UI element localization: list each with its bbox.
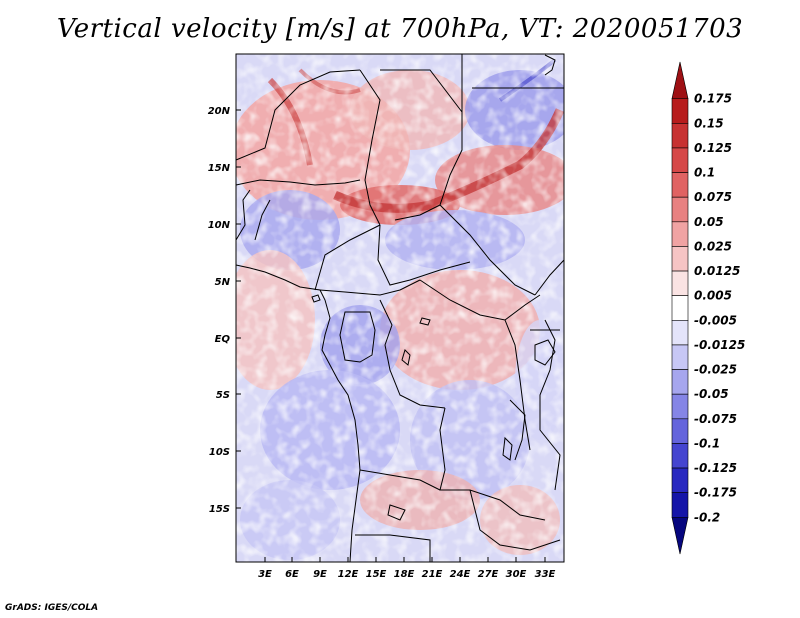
colorbar-segment	[671, 369, 689, 395]
lat-tick-20n: 20N	[208, 106, 241, 117]
lat-label: 5N	[215, 277, 231, 288]
lat-label: 10N	[208, 220, 231, 231]
lon-label: 15E	[366, 569, 387, 580]
latitude-axis: 20N 15N 10N 5N EQ 5S 10S 15S	[208, 106, 241, 515]
lon-label: 30E	[506, 569, 527, 580]
lat-label: 15S	[209, 504, 230, 515]
colorbar-segment	[671, 270, 689, 296]
lon-tick-15e: 15E	[366, 557, 387, 580]
lon-tick-27e: 27E	[478, 557, 499, 580]
colorbar-segment	[671, 98, 689, 124]
colorbar-label: 0.125	[694, 141, 732, 155]
lon-tick-21e: 21E	[422, 557, 443, 580]
lon-label: 18E	[394, 569, 415, 580]
colorbar-segment	[671, 344, 689, 370]
lat-tick-15n: 15N	[208, 163, 241, 174]
lon-label: 24E	[450, 569, 471, 580]
colorbar-segment	[671, 443, 689, 469]
lon-label: 12E	[338, 569, 359, 580]
lon-label: 27E	[478, 569, 499, 580]
colorbar-segment	[671, 61, 689, 99]
lat-tick-5s: 5S	[216, 390, 241, 401]
lon-tick-33e: 33E	[535, 557, 556, 580]
colorbar-segment	[671, 122, 689, 149]
colorbar-segment	[671, 492, 689, 518]
lat-tick-10n: 10N	[208, 220, 241, 231]
colorbar-label: 0.1	[694, 166, 715, 180]
colorbar-label: -0.1	[694, 436, 720, 450]
lon-tick-24e: 24E	[450, 557, 471, 580]
colorbar-label: -0.075	[694, 412, 737, 426]
colorbar-label: -0.0125	[694, 338, 745, 352]
colorbar-label: -0.2	[694, 510, 720, 524]
colorbar-segment	[671, 196, 689, 223]
lon-tick-9e: 9E	[313, 557, 327, 580]
lat-label: 5S	[216, 390, 230, 401]
colorbar-label: -0.05	[694, 387, 729, 401]
colorbar-segment	[671, 393, 689, 420]
lat-tick-eq: EQ	[215, 334, 241, 345]
colorbar-segment	[671, 172, 689, 198]
colorbar-label: 0.0125	[694, 264, 740, 278]
colorbar-label: -0.025	[694, 363, 737, 377]
footer-credit: GrADS: IGES/COLA	[5, 603, 99, 613]
colorbar-segment	[671, 295, 689, 321]
lon-label: 9E	[313, 569, 327, 580]
colorbar-segment	[671, 320, 689, 346]
colorbar-label: 0.005	[694, 289, 732, 303]
lat-label: 15N	[208, 163, 231, 174]
lat-tick-5n: 5N	[215, 277, 241, 288]
map-frame	[235, 53, 565, 563]
colorbar-label: 0.15	[694, 116, 724, 130]
colorbar-label: -0.005	[694, 313, 737, 327]
country-boundaries	[235, 54, 565, 563]
colorbar-segment	[671, 221, 689, 247]
colorbar-label: 0.025	[694, 239, 732, 253]
lat-tick-10s: 10S	[209, 447, 241, 458]
lon-label: 33E	[535, 569, 556, 580]
lon-tick-30e: 30E	[506, 557, 527, 580]
colorbar-segment	[671, 467, 689, 494]
lon-tick-18e: 18E	[394, 557, 415, 580]
lon-label: 3E	[258, 569, 272, 580]
colorbar-segment	[671, 147, 689, 173]
colorbar-segment	[671, 517, 689, 555]
lon-tick-3e: 3E	[258, 557, 272, 580]
colorbar-segment	[671, 418, 689, 444]
colorbar-label: -0.175	[694, 486, 737, 500]
lon-tick-6e: 6E	[285, 557, 299, 580]
lat-label: 10S	[209, 447, 230, 458]
lon-label: 21E	[422, 569, 443, 580]
colorbar-label: 0.05	[694, 215, 724, 229]
colorbar-label: -0.125	[694, 461, 737, 475]
colorbar-label: 0.075	[694, 190, 732, 204]
lon-tick-12e: 12E	[338, 557, 359, 580]
lat-label: 20N	[208, 106, 231, 117]
plot-title: Vertical velocity [m/s] at 700hPa, VT: 2…	[56, 14, 744, 44]
vertical-velocity-field	[236, 54, 564, 562]
colorbar: 0.175 0.15 0.125 0.1 0.075 0.05 0.025 0.0125 0.0…	[671, 61, 745, 555]
colorbar-segment	[671, 246, 689, 272]
lat-label: EQ	[215, 334, 231, 345]
lon-label: 6E	[285, 569, 299, 580]
lat-tick-15s: 15S	[209, 504, 241, 515]
longitude-axis: 3E 6E 9E 12E 15E 18E 21E 24E 27E 30E 33E	[258, 557, 556, 580]
colorbar-label: 0.175	[694, 92, 732, 106]
